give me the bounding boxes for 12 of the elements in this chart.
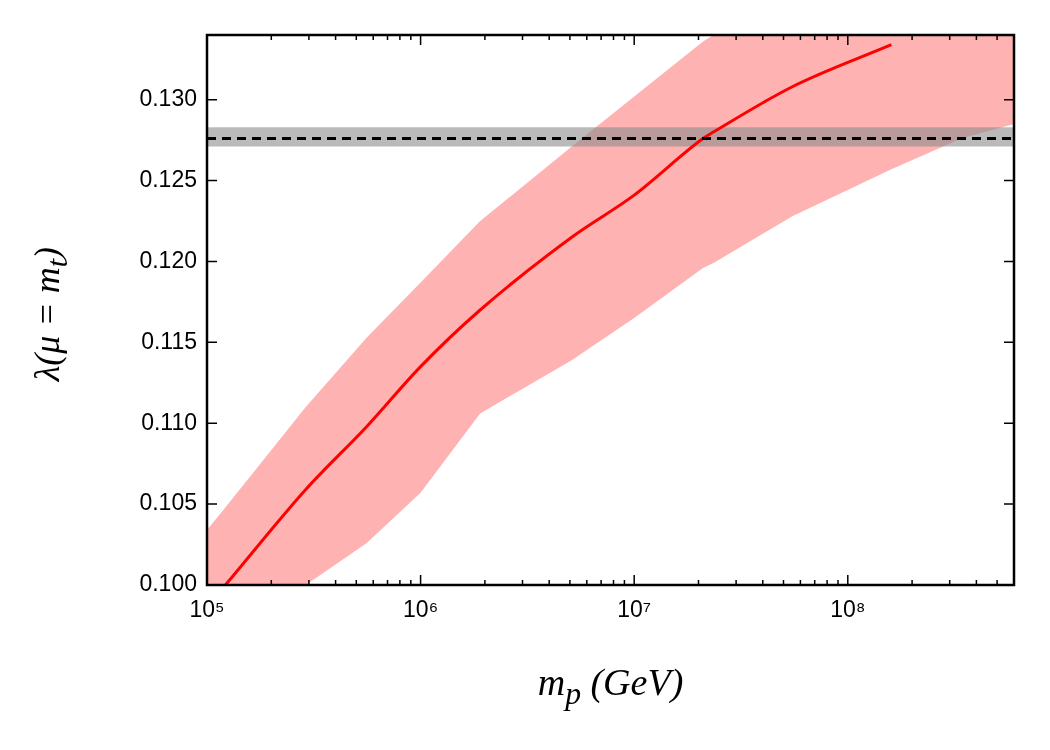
y-tick-label: 0.120 (139, 246, 197, 273)
y-tick-label: 0.110 (141, 408, 197, 435)
y-tick-label: 0.115 (141, 327, 197, 354)
x-tick-label: 10⁸ (830, 596, 866, 623)
y-tick-label: 0.125 (139, 165, 197, 192)
y-tick-label: 0.105 (139, 489, 197, 516)
x-tick-label: 10⁷ (617, 596, 652, 623)
x-tick-label: 10⁵ (189, 596, 225, 623)
y-tick-label: 0.130 (139, 85, 197, 112)
x-tick-label: 10⁶ (403, 596, 439, 623)
y-tick-label: 0.100 (139, 570, 197, 597)
x-axis-title: m$_{p}$ (GeV) (536, 660, 685, 712)
